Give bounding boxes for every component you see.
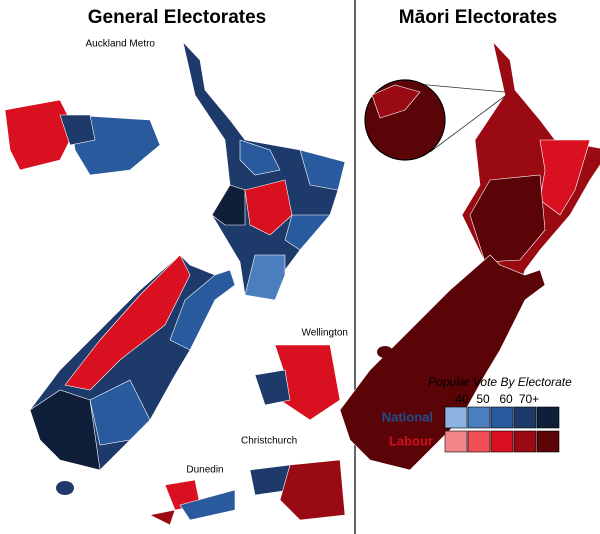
title-general: General Electorates xyxy=(88,7,266,28)
title-maori: Māori Electorates xyxy=(399,7,557,28)
legend-swatch xyxy=(536,406,560,429)
south-island-general xyxy=(29,254,236,495)
legend-swatch xyxy=(467,406,491,429)
north-island-general xyxy=(182,40,346,301)
legend-swatch xyxy=(444,430,468,453)
inset-label: Wellington xyxy=(301,328,348,339)
legend-row-label: National xyxy=(382,409,433,424)
inset-wellington xyxy=(237,324,351,433)
legend-row-label: Labour xyxy=(389,433,433,448)
legend-swatch xyxy=(513,406,537,429)
legend-step: 70+ xyxy=(519,392,539,406)
legend-swatch xyxy=(490,406,514,429)
legend-title: Popular Vote By Electorate xyxy=(428,375,572,389)
legend-swatch xyxy=(467,430,491,453)
legend-step: 60 xyxy=(499,392,513,406)
legend-swatch xyxy=(490,430,514,453)
legend: -40 50 60 70+ National Labour xyxy=(382,392,560,453)
legend-step: -40 xyxy=(451,392,469,406)
legend-swatch xyxy=(444,406,468,429)
inset-label: Dunedin xyxy=(186,465,223,476)
maori-map xyxy=(339,40,600,471)
legend-swatch xyxy=(536,430,560,453)
inset-label: Christchurch xyxy=(241,436,297,447)
inset-auckland xyxy=(0,34,161,216)
legend-swatch xyxy=(513,430,537,453)
inset-dunedin xyxy=(139,461,239,534)
inset-label: Auckland Metro xyxy=(86,39,156,50)
legend-step: 50 xyxy=(476,392,490,406)
